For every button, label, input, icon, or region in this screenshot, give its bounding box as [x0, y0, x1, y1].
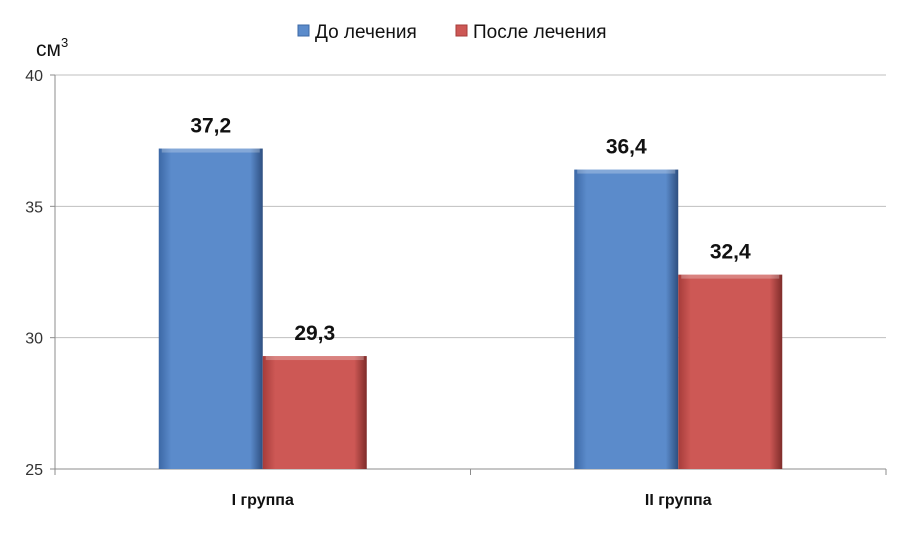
legend-item-before: До лечения — [297, 22, 417, 43]
data-label: 29,3 — [294, 322, 335, 345]
data-label: 36,4 — [606, 136, 647, 159]
x-axis: I группа II группа — [54, 468, 887, 509]
y-axis: 25 30 35 40 — [25, 68, 56, 479]
data-label: 37,2 — [190, 115, 231, 138]
legend-label-before: До лечения — [315, 22, 417, 43]
bar — [678, 274, 783, 469]
y-axis-unit-superscript: 3 — [61, 35, 68, 50]
legend-swatch-after — [455, 24, 468, 37]
y-tick-label: 35 — [25, 199, 43, 216]
bar-top-highlight — [265, 356, 364, 361]
bar — [262, 356, 367, 469]
y-tick-label: 30 — [25, 331, 43, 348]
bar-top-highlight — [681, 274, 780, 279]
bar-top-highlight — [577, 169, 676, 174]
y-axis-unit-base: см — [36, 38, 61, 61]
data-labels: 37,2 36,4 29,3 32,4 — [190, 115, 751, 346]
legend-item-after: После лечения — [455, 22, 607, 43]
legend-label-after: После лечения — [473, 22, 607, 43]
x-category-label: II группа — [645, 492, 712, 509]
bars — [158, 148, 783, 469]
x-category-label: I группа — [232, 492, 294, 509]
legend: До лечения После лечения — [297, 22, 607, 43]
bar-top-highlight — [161, 148, 260, 153]
bar — [574, 169, 679, 469]
y-tick-label: 40 — [25, 68, 43, 85]
y-axis-unit-label: см3 — [36, 35, 68, 61]
data-label: 32,4 — [710, 241, 751, 264]
legend-swatch-before — [297, 24, 310, 37]
bar — [158, 148, 263, 469]
y-tick-label: 25 — [25, 462, 43, 479]
